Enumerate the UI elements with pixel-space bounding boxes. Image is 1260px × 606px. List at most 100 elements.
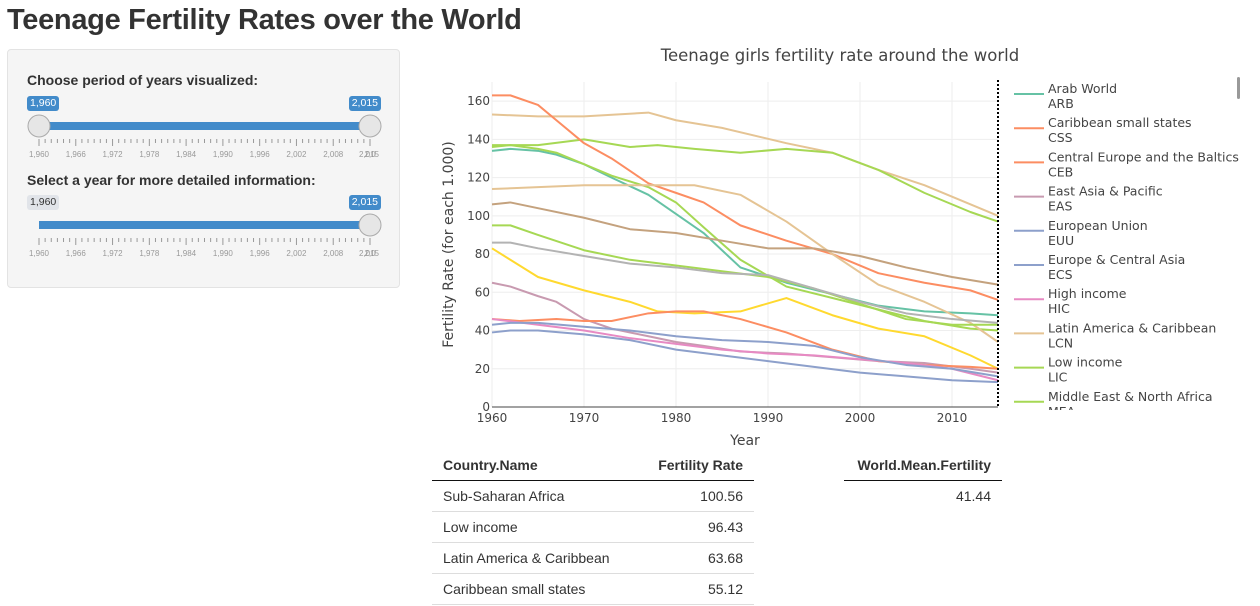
y-tick-label: 120: [467, 171, 490, 185]
fertility-line-chart[interactable]: Teenage girls fertility rate around the …: [420, 40, 1260, 460]
legend-name: Europe & Central Asia: [1048, 252, 1185, 267]
top-countries-table: Country.Name Fertility Rate Sub-Saharan …: [432, 449, 754, 605]
series-line[interactable]: [492, 138, 999, 223]
y-tick-label: 60: [475, 285, 490, 299]
fertility-rate-header[interactable]: Fertility Rate: [637, 449, 754, 481]
table-row: 41.44: [844, 481, 1002, 512]
series-line[interactable]: [491, 201, 999, 286]
legend-name: Middle East & North Africa: [1048, 389, 1213, 404]
y-tick-label: 0: [482, 400, 490, 414]
legend-code: CEB: [1048, 164, 1073, 179]
period-from-badge: 1,960: [27, 96, 60, 111]
slider-bar[interactable]: [39, 221, 370, 229]
fertility-rate-cell: 100.56: [637, 480, 754, 512]
slider-tick-label: 2,008: [323, 150, 344, 159]
legend-code: MEA: [1048, 404, 1076, 419]
series-line[interactable]: [491, 144, 999, 332]
series-line[interactable]: [491, 318, 999, 382]
slider-tick-label: 2,0: [364, 249, 376, 258]
fertility-rate-cell: 55.12: [637, 573, 754, 605]
series-line[interactable]: [491, 321, 999, 378]
country-name-cell: Caribbean small states: [432, 573, 638, 605]
table-header-row: World.Mean.Fertility: [844, 449, 1002, 481]
country-name-cell: Low income: [432, 511, 638, 543]
world-mean-table: World.Mean.Fertility 41.44: [844, 449, 1002, 511]
legend-name: Arab World: [1048, 81, 1117, 96]
series-line[interactable]: [492, 94, 999, 301]
country-name-cell: Latin America & Caribbean: [432, 542, 638, 574]
slider-tick-label: 2,002: [286, 249, 307, 258]
chart-svg[interactable]: Teenage girls fertility rate around the …: [420, 40, 1260, 460]
series-line[interactable]: [492, 224, 998, 326]
slider-tick-label: 1,990: [213, 150, 234, 159]
year-slider-label: Select a year for more detailed informat…: [27, 172, 316, 188]
legend-code: ARB: [1048, 96, 1074, 111]
period-slider-label: Choose period of years visualized:: [27, 72, 259, 88]
y-tick-label: 40: [475, 324, 490, 338]
y-tick-label: 80: [475, 247, 490, 261]
country-name-header[interactable]: Country.Name: [432, 449, 638, 481]
legend-name: European Union: [1048, 218, 1148, 233]
slider-tick-label: 1,966: [66, 150, 87, 159]
slider-handle[interactable]: [358, 213, 382, 237]
slider-tick-label: 1,978: [139, 249, 160, 258]
legend-scrollbar[interactable]: [1237, 77, 1240, 99]
series-line[interactable]: [491, 329, 999, 384]
slider-tick-label: 1,960: [29, 150, 50, 159]
slider-tick-label: 1,966: [66, 249, 87, 258]
legend-code: HIC: [1048, 301, 1070, 316]
legend-name: Caribbean small states: [1048, 115, 1192, 130]
legend-code: ECS: [1048, 267, 1073, 282]
period-range-slider[interactable]: 1,960 1,966 1,972 1,978 1,984 1,990 1,996 2,002…: [27, 96, 382, 186]
table-row: Low income 96.43: [432, 511, 754, 543]
slider-tick-label: 1,990: [213, 249, 234, 258]
sidebar-panel: Choose period of years visualized: 1,960…: [7, 49, 400, 288]
x-tick-label: 2010: [937, 411, 968, 425]
series-line[interactable]: [491, 247, 999, 370]
slider-tick-label: 1,984: [176, 249, 197, 258]
slider-bar[interactable]: [39, 122, 370, 130]
fertility-rate-cell: 96.43: [637, 511, 754, 543]
table-header-row: Country.Name Fertility Rate: [432, 449, 754, 481]
legend-name: East Asia & Pacific: [1048, 184, 1163, 199]
series-line[interactable]: [491, 184, 999, 343]
page-title: Teenage Fertility Rates over the World: [7, 4, 522, 36]
series-line[interactable]: [492, 241, 999, 324]
legend-code: EUU: [1048, 233, 1074, 248]
slider-handle[interactable]: [358, 114, 382, 138]
x-tick-label: 1980: [661, 411, 692, 425]
series-line[interactable]: [491, 111, 999, 217]
table-row: Sub-Saharan Africa 100.56: [432, 480, 754, 512]
slider-tick-label: 1,984: [176, 150, 197, 159]
table-row: Latin America & Caribbean 63.68: [432, 542, 754, 574]
x-axis-label: Year: [729, 433, 760, 449]
legend-name: Latin America & Caribbean: [1048, 320, 1216, 335]
world-mean-header[interactable]: World.Mean.Fertility: [844, 449, 1002, 481]
slider-handle[interactable]: [27, 114, 51, 138]
year-slider[interactable]: 1,960 1,966 1,972 1,978 1,984 1,990 1,996 2,002…: [27, 195, 382, 285]
slider-tick-label: 2,008: [323, 249, 344, 258]
legend-name: Low income: [1048, 355, 1123, 370]
fertility-rate-cell: 63.68: [637, 542, 754, 574]
slider-tick-label: 1,996: [250, 150, 271, 159]
series-line[interactable]: [491, 147, 999, 317]
world-mean-cell: 41.44: [955, 488, 991, 504]
y-tick-label: 140: [467, 132, 490, 146]
slider-tick-label: 1,972: [103, 150, 124, 159]
slider-tick-label: 1,996: [250, 249, 271, 258]
slider-tick-label: 1,972: [103, 249, 124, 258]
chart-title: Teenage girls fertility rate around the …: [660, 46, 1020, 65]
slider-tick-label: 2,015: [359, 249, 380, 258]
legend-code: EAS: [1048, 199, 1072, 214]
